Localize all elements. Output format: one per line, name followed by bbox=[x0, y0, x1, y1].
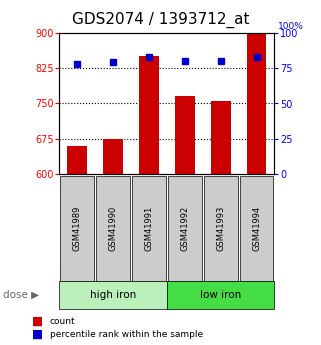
Text: high iron: high iron bbox=[90, 290, 136, 300]
Text: 100%: 100% bbox=[278, 22, 304, 31]
Text: GDS2074 / 1393712_at: GDS2074 / 1393712_at bbox=[72, 12, 249, 28]
Text: GSM41994: GSM41994 bbox=[252, 206, 261, 251]
Text: ■: ■ bbox=[32, 328, 43, 341]
Bar bbox=[211, 101, 230, 174]
Text: GSM41989: GSM41989 bbox=[73, 206, 82, 251]
Bar bbox=[103, 139, 123, 174]
Text: GSM41991: GSM41991 bbox=[144, 206, 153, 251]
Text: count: count bbox=[50, 317, 75, 326]
Bar bbox=[67, 146, 87, 174]
Bar bbox=[247, 11, 266, 174]
Text: ■: ■ bbox=[32, 315, 43, 328]
Text: dose ▶: dose ▶ bbox=[3, 290, 39, 300]
Text: GSM41992: GSM41992 bbox=[180, 206, 189, 251]
Bar bbox=[139, 56, 159, 174]
Text: low iron: low iron bbox=[200, 290, 241, 300]
Text: percentile rank within the sample: percentile rank within the sample bbox=[50, 330, 203, 339]
Bar bbox=[175, 96, 195, 174]
Text: GSM41990: GSM41990 bbox=[108, 206, 118, 251]
Text: GSM41993: GSM41993 bbox=[216, 206, 225, 251]
